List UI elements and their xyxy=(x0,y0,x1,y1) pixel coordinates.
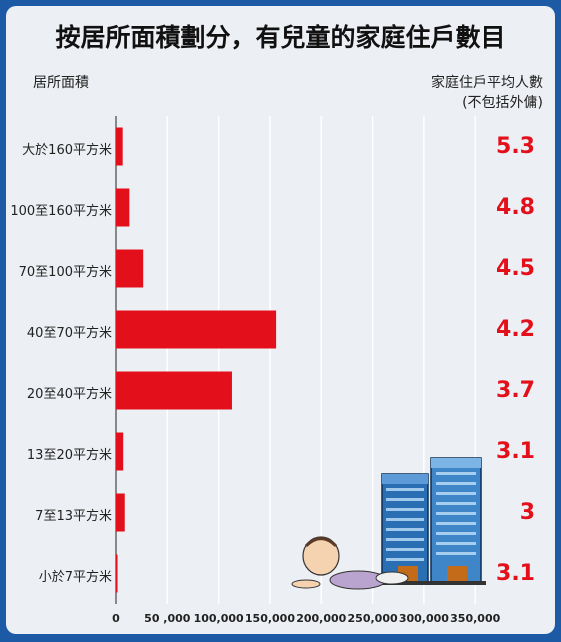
category-label: 70至100平方米 xyxy=(18,264,112,280)
category-label: 40至70平方米 xyxy=(26,325,112,341)
x-tick-label: 150,000 xyxy=(244,612,295,625)
chart-panel: 按居所面積劃分，有兒童的家庭住戶數目 居所面積 家庭住戶平均人數 (不包括外傭) xyxy=(6,6,555,634)
bar xyxy=(116,493,125,532)
avg-household-size-label: 5.3 xyxy=(496,133,535,159)
x-tick-label: 50 ,000 xyxy=(144,612,191,625)
avg-household-size-label: 3 xyxy=(519,499,535,525)
category-label: 100至160平方米 xyxy=(10,203,112,219)
bar xyxy=(116,249,144,288)
bar xyxy=(116,554,118,593)
category-label: 13至20平方米 xyxy=(26,447,112,463)
category-label: 大於160平方米 xyxy=(22,142,112,158)
bar-chart xyxy=(115,116,486,604)
category-label: 7至13平方米 xyxy=(35,508,112,524)
avg-household-size-label: 4.5 xyxy=(496,255,535,281)
child-illustration xyxy=(291,536,409,590)
x-tick-label: 100,000 xyxy=(193,612,244,625)
avg-household-size-label: 3.1 xyxy=(496,560,535,586)
bar xyxy=(116,371,232,410)
buildings-illustration xyxy=(374,457,486,585)
avg-household-size-label: 3.1 xyxy=(496,438,535,464)
avg-household-size-label: 4.8 xyxy=(496,194,535,220)
x-tick-label: 200,000 xyxy=(296,612,347,625)
chart-title: 按居所面積劃分，有兒童的家庭住戶數目 xyxy=(55,23,506,52)
avg-header-line2: (不包括外傭) xyxy=(462,95,543,111)
y-axis-header: 居所面積 xyxy=(33,75,89,91)
category-label: 20至40平方米 xyxy=(26,386,112,402)
category-label: 小於7平方米 xyxy=(38,569,112,585)
avg-household-size-label: 3.7 xyxy=(496,377,535,403)
x-tick-label: 250,000 xyxy=(347,612,398,625)
avg-household-size-label: 4.2 xyxy=(496,316,535,342)
x-tick-label: 350,000 xyxy=(450,612,501,625)
x-tick-label: 0 xyxy=(112,612,120,625)
bars xyxy=(116,127,277,593)
bar xyxy=(116,432,124,471)
avg-header-line1: 家庭住戶平均人數 xyxy=(431,75,543,91)
bar xyxy=(116,188,130,227)
x-tick-label: 300,000 xyxy=(398,612,449,625)
bar xyxy=(116,310,277,349)
bar xyxy=(116,127,123,166)
